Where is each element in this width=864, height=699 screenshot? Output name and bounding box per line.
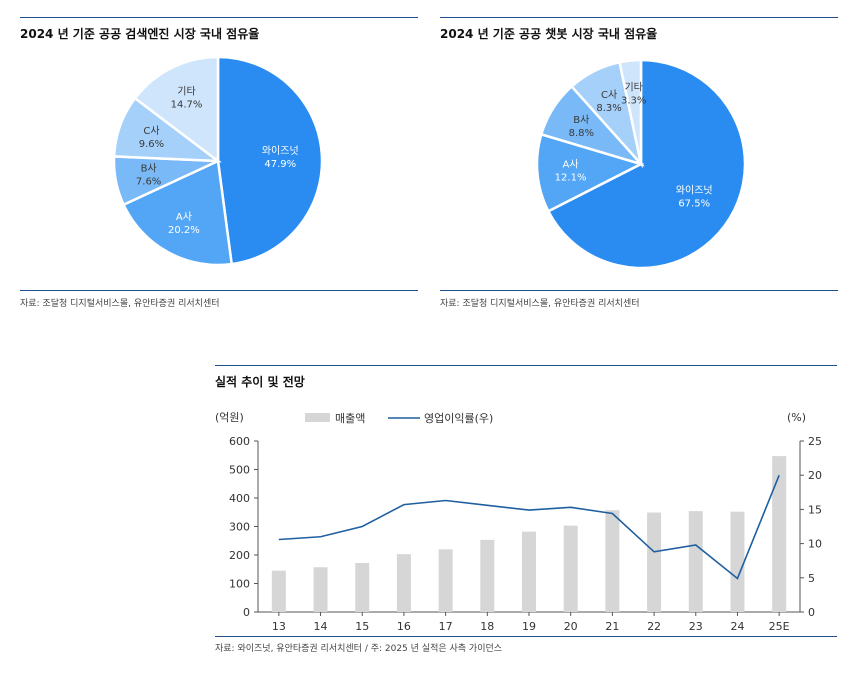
bar-18 — [480, 539, 495, 612]
bar-25E — [772, 456, 787, 612]
pie0-slice-3 — [112, 96, 222, 163]
bottom-rule — [440, 290, 838, 291]
pie0-slice-2-value: 7.6% — [136, 177, 161, 188]
pie0-slice-1-value: 20.2% — [168, 225, 200, 236]
left-tick-label-0: 0 — [243, 606, 250, 619]
pie1-slice-0 — [546, 58, 747, 270]
chart-title: 2024 년 기준 공공 챗봇 시장 국내 점유율 — [440, 27, 658, 41]
right-axis-unit: (%) — [787, 411, 806, 424]
x-label-21: 21 — [605, 620, 619, 633]
bar-13 — [271, 570, 286, 612]
left-tick-label-4: 400 — [229, 492, 250, 505]
pie1-slice-4-value: 3.3% — [621, 96, 646, 107]
pie0-slice-2 — [112, 155, 219, 207]
x-label-16: 16 — [397, 620, 411, 633]
pie0-slice-3-name: C사 — [143, 125, 159, 137]
x-label-14: 14 — [314, 620, 328, 633]
pie0-slice-1 — [121, 159, 234, 267]
pie0-slice-4-name: 기타 — [177, 86, 195, 98]
source-note: 자료: 조달청 디지털서비스몰, 유안타증권 리서치센터 — [440, 299, 640, 309]
pie0-slice-0 — [216, 55, 324, 266]
pie1-slice-3 — [569, 60, 644, 169]
bar-23 — [688, 511, 703, 612]
left-tick-label-3: 300 — [229, 521, 250, 534]
top-rule — [20, 17, 418, 18]
x-label-17: 17 — [439, 620, 453, 633]
chart-title: 실적 추이 및 전망 — [215, 375, 305, 389]
source-note: 자료: 조달청 디지털서비스몰, 유안타증권 리서치센터 — [20, 299, 220, 309]
right-tick-label-1: 5 — [808, 572, 815, 585]
bottom-rule — [215, 636, 837, 637]
right-tick-label-4: 20 — [808, 469, 822, 482]
bar-19 — [522, 531, 536, 612]
left-tick-label-1: 100 — [229, 578, 250, 591]
bar-16 — [396, 554, 411, 612]
pie0-slice-4 — [133, 55, 220, 164]
x-label-13: 13 — [272, 620, 286, 633]
legend-bar-label: 매출액 — [335, 412, 365, 425]
left-tick-label-2: 200 — [229, 549, 250, 562]
pie1-slice-3-name: C사 — [601, 89, 617, 101]
top-rule — [440, 17, 838, 18]
pie0-slice-4-value: 14.7% — [171, 100, 203, 111]
operating-margin-line — [278, 474, 780, 580]
pie1-slice-1 — [535, 132, 645, 213]
right-tick-label-2: 10 — [808, 538, 822, 551]
right-tick-label-5: 25 — [808, 435, 822, 448]
pie1-slice-1-value: 12.1% — [555, 172, 587, 183]
bar-14 — [313, 567, 328, 612]
bar-24 — [730, 511, 745, 612]
pie1-slice-2 — [539, 84, 645, 167]
bar-22 — [647, 512, 662, 612]
left-tick-label-6: 600 — [229, 435, 250, 448]
legend-line-label: 영업이익률(우) — [424, 412, 493, 425]
pie1-slice-2-name: B사 — [573, 114, 589, 126]
x-label-18: 18 — [480, 620, 494, 633]
pie1-slice-1-name: A사 — [563, 158, 579, 170]
pie1-slice-3-value: 8.3% — [596, 103, 621, 114]
right-tick-label-3: 15 — [808, 503, 822, 516]
left-tick-label-5: 500 — [229, 464, 250, 477]
top-rule — [215, 365, 837, 366]
pie1-slice-0-name: 와이즈넛 — [676, 185, 713, 197]
bar-21 — [605, 510, 620, 612]
x-label-23: 23 — [689, 620, 703, 633]
pie1-slice-4-name: 기타 — [624, 82, 642, 94]
pie0-slice-3-value: 9.6% — [139, 139, 164, 150]
bar-20 — [563, 525, 578, 612]
pie0-slice-2-name: B사 — [141, 163, 157, 175]
left-axis-unit: (억원) — [215, 411, 244, 424]
x-label-20: 20 — [564, 620, 578, 633]
pie0-slice-1-name: A사 — [176, 211, 192, 223]
x-label-22: 22 — [647, 620, 661, 633]
bottom-rule — [20, 290, 418, 291]
pie1-slice-0-value: 67.5% — [678, 199, 710, 210]
legend-bar-swatch — [305, 413, 330, 422]
pie0-slice-0-name: 와이즈넛 — [262, 145, 299, 157]
source-note: 자료: 와이즈넛, 유안타증권 리서치센터 / 주: 2025 년 실적은 사측… — [215, 644, 503, 654]
pie1-slice-2-value: 8.8% — [569, 128, 594, 139]
x-label-25E: 25E — [769, 620, 790, 633]
chart-title: 2024 년 기준 공공 검색엔진 시장 국내 점유율 — [20, 27, 260, 41]
bar-17 — [438, 549, 453, 612]
bar-15 — [355, 562, 370, 612]
x-label-19: 19 — [522, 620, 536, 633]
pie0-slice-0-value: 47.9% — [264, 159, 296, 170]
pie1-slice-4 — [618, 58, 643, 165]
x-label-24: 24 — [730, 620, 744, 633]
x-label-15: 15 — [355, 620, 369, 633]
right-tick-label-0: 0 — [808, 606, 815, 619]
